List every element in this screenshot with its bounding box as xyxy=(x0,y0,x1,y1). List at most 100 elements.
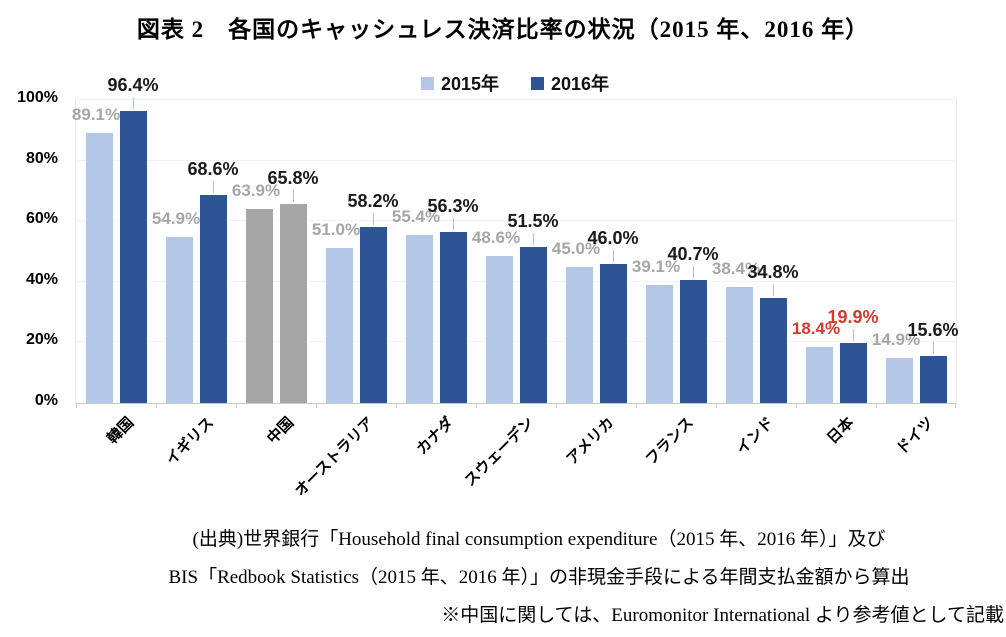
source-line-2: BIS「Redbook Statistics（2015 年、2016 年）」の非… xyxy=(168,567,910,588)
legend-label-2016: 2016年 xyxy=(551,74,610,94)
bar-2015-5 xyxy=(485,255,513,403)
value-label-2016-7: 40.7% xyxy=(667,243,719,264)
bar-2016-5 xyxy=(519,246,547,403)
gridline-20 xyxy=(76,341,956,343)
x-label-text-9: 日本 xyxy=(823,414,858,448)
legend-item-2016: 2016年 xyxy=(531,70,609,96)
value-label-2015-5: 48.6% xyxy=(471,227,521,247)
gridline-80 xyxy=(76,159,956,161)
axis-tick-4 xyxy=(396,403,397,408)
value-label-2015-9: 18.4% xyxy=(791,319,841,339)
bar-2016-10 xyxy=(919,355,947,403)
leader-line-0 xyxy=(133,96,134,109)
gridline-60 xyxy=(76,220,956,222)
legend-swatch-2015 xyxy=(420,76,434,90)
bar-2016-4 xyxy=(439,232,467,403)
value-label-2016-10: 15.6% xyxy=(907,319,959,340)
legend-label-2015: 2015年 xyxy=(440,74,499,94)
axis-tick-1 xyxy=(156,403,157,408)
value-label-2015-1: 54.9% xyxy=(151,208,201,228)
x-label-text-0: 韓国 xyxy=(103,414,138,448)
value-label-2015-6: 45.0% xyxy=(551,238,601,258)
value-label-2015-8: 38.4% xyxy=(711,258,761,278)
bar-2015-8 xyxy=(725,286,753,403)
bar-2015-6 xyxy=(565,266,593,403)
bar-2015-9 xyxy=(805,347,833,403)
bar-2016-8 xyxy=(759,297,787,403)
y-tick-label-3: 60% xyxy=(25,210,58,228)
bar-2015-0 xyxy=(85,133,113,403)
y-tick-label-1: 20% xyxy=(25,331,58,349)
x-label-text-2: 中国 xyxy=(263,414,298,448)
axis-tick-8 xyxy=(716,403,717,408)
leader-line-8 xyxy=(773,283,774,296)
y-tick-label-5: 100% xyxy=(17,89,58,106)
axis-tick-5 xyxy=(476,403,477,408)
gridline-100 xyxy=(76,99,956,100)
bar-2016-9 xyxy=(839,342,867,403)
x-label-text-7: フランス xyxy=(642,414,698,469)
axis-tick-10 xyxy=(876,403,877,408)
x-label-text-1: イギリス xyxy=(162,414,218,469)
value-label-2016-3: 58.2% xyxy=(347,190,399,211)
legend-swatch-2016 xyxy=(531,76,544,90)
leader-line-6 xyxy=(613,249,614,262)
value-label-2016-6: 46.0% xyxy=(587,227,639,248)
axis-tick-9 xyxy=(796,403,797,408)
axis-tick-11 xyxy=(955,403,956,408)
bar-2016-7 xyxy=(679,279,707,403)
chart-legend: 2015年 2016年 xyxy=(75,70,955,96)
leader-line-2 xyxy=(293,189,294,202)
y-tick-label-0: 0% xyxy=(34,392,58,409)
value-label-2015-10: 14.9% xyxy=(871,329,921,349)
y-axis: 0% 20% 40% 60% 80% 100% xyxy=(0,0,66,637)
bar-2016-0 xyxy=(119,110,147,403)
value-label-2016-4: 56.3% xyxy=(427,196,479,217)
x-label-text-6: アメリカ xyxy=(563,414,618,469)
value-label-2015-7: 39.1% xyxy=(631,256,681,276)
x-label-text-4: カナダ xyxy=(413,414,458,458)
value-label-2015-2: 63.9% xyxy=(231,181,281,201)
leader-line-3 xyxy=(373,212,374,225)
bar-2015-4 xyxy=(405,235,433,403)
bar-2015-3 xyxy=(325,248,353,403)
bar-2015-1 xyxy=(165,236,193,403)
value-label-2016-9: 19.9% xyxy=(827,306,879,327)
y-tick-label-2: 40% xyxy=(25,270,58,288)
bar-2015-7 xyxy=(645,284,673,403)
source-line-1: (出典)世界銀行「Household final consumption exp… xyxy=(192,529,886,550)
x-label-text-10: ドイツ xyxy=(893,414,938,458)
bar-2016-3 xyxy=(359,226,387,403)
axis-tick-0 xyxy=(76,403,77,408)
x-label-text-8: インド xyxy=(733,414,778,458)
value-label-2016-2: 65.8% xyxy=(267,167,319,188)
bar-2016-6 xyxy=(599,263,627,403)
bar-2015-2 xyxy=(245,209,273,403)
value-label-2016-0: 96.4% xyxy=(107,74,159,95)
x-label-text-5: スウェーデン xyxy=(461,414,538,490)
bar-2016-1 xyxy=(199,195,227,403)
gridline-40 xyxy=(76,280,956,282)
bar-2015-10 xyxy=(885,357,913,403)
value-label-2016-1: 68.6% xyxy=(187,159,239,180)
axis-tick-2 xyxy=(236,403,237,408)
chart-title: 図表 2 各国のキャッシュレス決済比率の状況（2015 年、2016 年） xyxy=(136,17,870,42)
value-label-2015-0: 89.1% xyxy=(71,105,121,125)
leader-line-9 xyxy=(853,328,854,341)
x-axis: 韓国 イギリス 中国 オーストラリア カナダ スウェーデン アメリカ フランス インド 日本 ドイツ xyxy=(75,410,955,520)
axis-tick-7 xyxy=(636,403,637,408)
leader-line-1 xyxy=(213,181,214,194)
value-label-2015-3: 51.0% xyxy=(311,220,361,240)
plot-area: 89.1% 96.4% 54.9% 68.6% 63.9% 65.8% 51.0% 58.2%… xyxy=(72,75,959,408)
value-label-2015-4: 55.4% xyxy=(391,207,441,227)
axis-tick-6 xyxy=(556,403,557,408)
legend-item-2015: 2015年 xyxy=(420,70,499,96)
x-label-text-3: オーストラリア xyxy=(291,414,378,500)
source-line-3: ※中国に関しては、Euromonitor International より参考値… xyxy=(441,605,1004,626)
axis-tick-3 xyxy=(316,403,317,408)
bar-2016-2 xyxy=(279,203,307,403)
leader-line-7 xyxy=(693,265,694,278)
leader-line-10 xyxy=(933,341,934,354)
y-tick-label-4: 80% xyxy=(25,149,58,167)
